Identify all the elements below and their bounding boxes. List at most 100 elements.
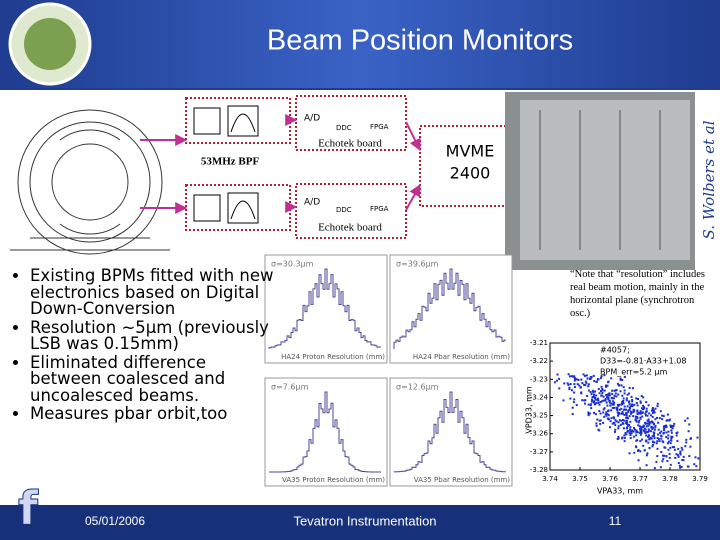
scatter-point (571, 375, 574, 378)
scatter-point (665, 455, 668, 458)
scatter-point (611, 406, 614, 409)
scatter-point (628, 407, 631, 410)
scatter-point (661, 418, 664, 421)
scatter-xlabel: VPA33, mm (597, 487, 643, 496)
scatter-point (625, 397, 628, 400)
scatter-point (649, 421, 652, 424)
scatter-point (610, 377, 613, 380)
scatter-point (623, 419, 626, 422)
histograms: σ=30.3μm HA24 Proton Resolution (mm) σ=39.… (264, 254, 513, 487)
scatter-point (630, 432, 633, 435)
x-tick-label: 3.74 (542, 475, 558, 483)
scatter-point (648, 438, 651, 441)
scatter-point (616, 438, 619, 441)
scatter-point (589, 376, 592, 378)
histogram-xlabel: VA35 Proton Resolution (mm) (282, 476, 385, 484)
scatter-point (587, 403, 590, 406)
scatter-point (639, 400, 642, 403)
scatter-point (657, 421, 660, 424)
scatter-point (573, 398, 576, 401)
scatter-point (638, 425, 641, 428)
scatter-point (639, 428, 642, 431)
scatter-point (652, 410, 655, 413)
scatter-point (625, 422, 628, 425)
board-2: A/D DDC FPGA Echotek board (304, 198, 389, 234)
scatter-point (622, 419, 624, 421)
scatter-point (662, 432, 665, 435)
fpga: FPGA (370, 123, 389, 131)
scatter-point (622, 397, 625, 400)
scatter-point (584, 402, 586, 405)
scatter-point (625, 426, 628, 429)
scatter-point (645, 414, 647, 417)
scatter-point (630, 403, 633, 406)
scatter-point (644, 431, 647, 434)
scatter-point (647, 418, 650, 421)
scatter-point (583, 383, 586, 386)
scatter-point (633, 409, 636, 412)
scatter-point (640, 395, 643, 398)
scatter-point (633, 427, 635, 429)
scatter-point (635, 434, 638, 437)
scatter-point (584, 384, 587, 387)
scatter-point (581, 382, 584, 385)
scatter-point (669, 446, 672, 449)
scatter-point (591, 396, 594, 399)
scatter-point (647, 428, 650, 431)
scatter-point (639, 416, 642, 419)
scatter-point (651, 428, 654, 430)
scatter-point (650, 409, 653, 412)
y-tick-label: -3.24 (530, 393, 549, 401)
scatter-point (617, 393, 620, 396)
scatter-point (569, 383, 572, 385)
scatter-annotation: #4057; (600, 346, 630, 355)
scatter-point (678, 464, 681, 467)
scatter-point (670, 431, 673, 434)
scatter-point (600, 375, 603, 378)
scatter-point (670, 435, 673, 438)
scatter-point (651, 445, 654, 448)
scatter-point (655, 460, 658, 463)
scatter-point (629, 426, 632, 429)
scatter-point (613, 389, 616, 392)
footer-title: Tevatron Instrumentation (293, 513, 436, 528)
scatter-point (694, 456, 697, 459)
scatter-point (588, 412, 591, 415)
scatter-point (606, 396, 608, 399)
scatter-point (627, 424, 630, 427)
scatter-point (636, 415, 639, 418)
scatter-point (671, 435, 674, 438)
scatter-point (629, 405, 632, 408)
scatter-point (595, 424, 598, 427)
scatter-point (687, 465, 690, 468)
scatter-point (682, 455, 685, 458)
y-tick-label: -3.27 (530, 448, 548, 456)
scatter-point (656, 455, 659, 458)
scatter-point (645, 454, 648, 457)
scatter-point (628, 401, 630, 404)
scatter-point (662, 458, 665, 461)
scatter-point (672, 425, 675, 427)
scatter-point (622, 408, 625, 411)
scatter-point (593, 380, 596, 382)
scatter-point (636, 404, 639, 407)
scatter-point (648, 447, 651, 449)
scatter-point (662, 425, 665, 428)
scatter-point (613, 417, 616, 420)
scatter-point (623, 413, 626, 416)
histogram-outline (393, 268, 506, 349)
scatter-cloud (553, 373, 700, 470)
scatter-point (667, 437, 670, 440)
scatter-point (656, 405, 659, 408)
scatter-point (628, 432, 631, 435)
scatter-point (604, 399, 607, 402)
scatter-point (645, 434, 648, 437)
scatter-point (688, 455, 691, 458)
scatter-point (623, 427, 625, 430)
scatter-point (632, 430, 635, 433)
scatter-point (609, 420, 612, 423)
scatter-point (639, 401, 642, 404)
scatter-point (626, 393, 629, 396)
scatter-point (611, 403, 614, 406)
scatter-point (585, 374, 588, 377)
